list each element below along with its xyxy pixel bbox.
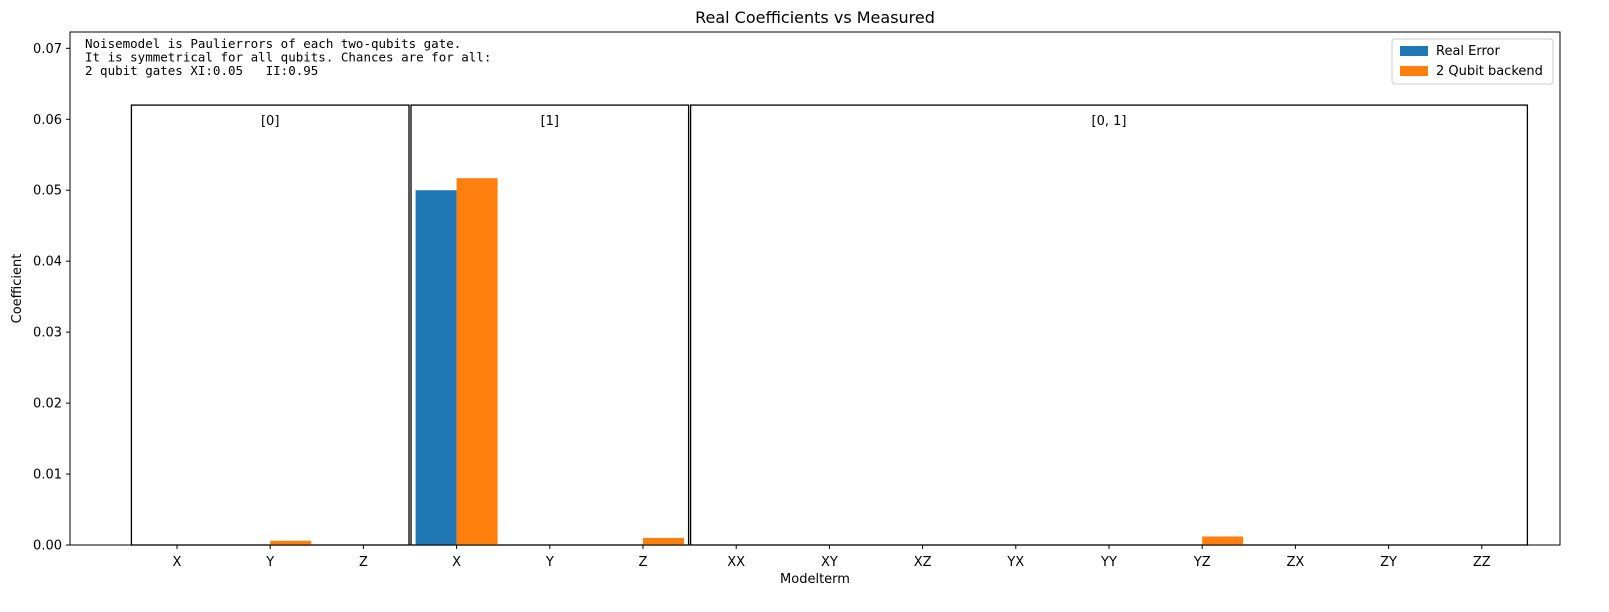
legend-swatch-real-error: [1400, 46, 1428, 56]
legend-swatch-2-qubit-backend: [1400, 66, 1428, 76]
annotation-line: Noisemodel is Paulierrors of each two-qu…: [85, 36, 461, 51]
x-axis-label: Modelterm: [780, 572, 850, 587]
x-tick-label: ZX: [1286, 555, 1304, 570]
y-tick-label: 0.02: [33, 397, 62, 412]
legend-label-real-error: Real Error: [1436, 44, 1501, 59]
y-tick-label: 0.05: [33, 184, 62, 199]
group-label: [1]: [541, 114, 559, 129]
bar-2-qubit-backend: [1202, 536, 1244, 545]
x-tick-label: YY: [1100, 555, 1117, 570]
x-tick-label: YX: [1006, 555, 1024, 570]
y-tick-label: 0.03: [33, 326, 62, 341]
x-tick-label: XZ: [914, 555, 932, 570]
chart-title: Real Coefficients vs Measured: [695, 8, 935, 27]
y-tick-label: 0.06: [33, 113, 62, 128]
group-box: [689, 104, 1529, 546]
x-tick-label: Z: [359, 555, 368, 570]
x-tick-label: Y: [545, 555, 554, 570]
plot-frame: [69, 31, 1561, 546]
legend-label-2-qubit-backend: 2 Qubit backend: [1436, 64, 1543, 79]
legend-box: [1391, 38, 1554, 85]
y-tick-label: 0.01: [33, 468, 62, 483]
x-tick-label: Y: [265, 555, 274, 570]
x-tick-label: ZY: [1380, 555, 1397, 570]
annotation-line: 2 qubit gates XI:0.05 II:0.95: [85, 63, 318, 78]
x-axis: X Y Z X Y Z XX XY XZ YX YY YZ ZX ZY ZZ: [173, 545, 1491, 570]
x-tick-label: Z: [639, 555, 648, 570]
legend: Real Error 2 Qubit backend: [1391, 38, 1554, 85]
group-box: [130, 104, 410, 546]
annotation-line: It is symmetrical for all qubits. Chance…: [85, 50, 491, 65]
x-tick-label: X: [452, 555, 461, 570]
x-tick-label: YZ: [1193, 555, 1211, 570]
x-tick-label: X: [173, 555, 182, 570]
bar-2-qubit-backend: [643, 537, 684, 545]
y-tick-label: 0.04: [33, 255, 62, 270]
y-tick-label: 0.07: [33, 42, 62, 57]
x-tick-label: ZZ: [1473, 555, 1491, 570]
group-boxes: [0] [1] [0, 1]: [130, 104, 1529, 546]
y-axis: 0.00 0.01 0.02 0.03 0.04 0.05 0.06 0.07: [33, 42, 70, 554]
group-label: [0, 1]: [1092, 114, 1127, 129]
bar-real-error: [415, 190, 457, 545]
x-tick-label: XX: [727, 555, 745, 570]
y-axis-label: Coefficient: [10, 254, 25, 324]
bars: [270, 178, 1244, 546]
group-label: [0]: [261, 114, 279, 129]
x-tick-label: XY: [821, 555, 838, 570]
annotation-box: Noisemodel is Paulierrors of each two-qu…: [85, 36, 491, 78]
bar-2-qubit-backend: [456, 178, 498, 546]
y-tick-label: 0.00: [33, 539, 62, 554]
bar-2-qubit-backend: [270, 540, 312, 545]
